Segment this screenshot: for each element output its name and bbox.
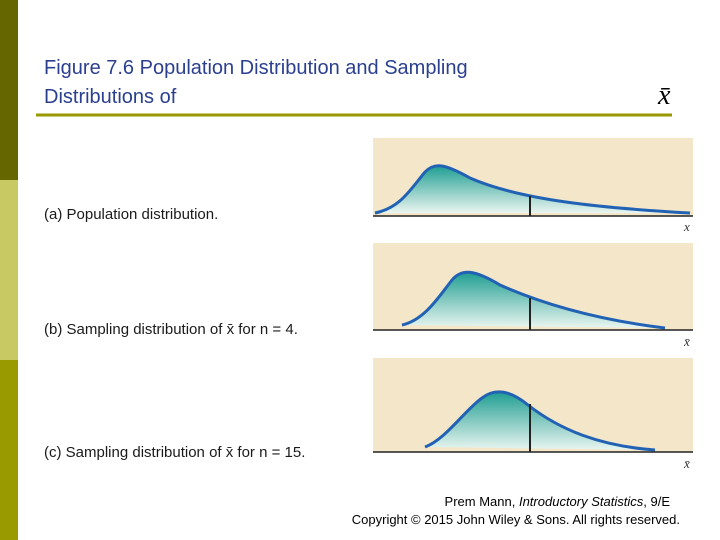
credit-author: Prem Mann, [445, 494, 519, 509]
axis-label: x [683, 219, 690, 234]
sidebar [0, 180, 18, 360]
curve-fill [375, 165, 690, 213]
curve-fill [425, 391, 655, 450]
panel-label: (b) Sampling distribution of x̄ for n = … [44, 321, 298, 338]
sidebar [0, 360, 18, 540]
panel-label: (a) Population distribution. [44, 206, 218, 223]
panel-label: (c) Sampling distribution of x̄ for n = … [44, 444, 305, 461]
title: Distributions of [44, 86, 177, 108]
curve [374, 164, 691, 215]
curve [401, 270, 666, 330]
credit-copyright: Copyright © 2015 John Wiley & Sons. All … [352, 512, 680, 527]
axis-label: x̄ [683, 456, 690, 471]
credit-book: Introductory Statistics [519, 494, 644, 509]
credit: Prem Mann, Introductory Statistics, 9/E [445, 494, 671, 509]
symbol: x̄ [657, 80, 671, 111]
title: Figure 7.6 Population Distribution and S… [44, 57, 468, 79]
curve [424, 390, 656, 452]
credit-edition: , 9/E [643, 494, 670, 509]
curve-fill [402, 272, 665, 328]
sidebar [0, 0, 18, 180]
axis-label: x̄ [683, 334, 690, 349]
